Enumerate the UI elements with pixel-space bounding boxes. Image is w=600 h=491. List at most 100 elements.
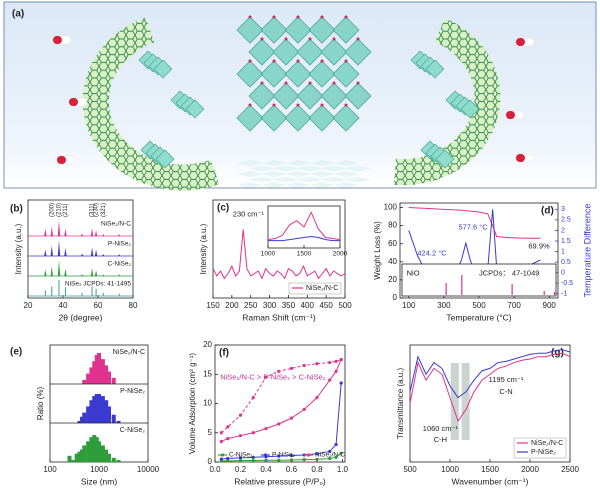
bar — [77, 451, 82, 462]
x-tick-label: 100 — [402, 301, 416, 310]
x-axis-label: Wavenumber (cm⁻¹) — [452, 476, 529, 486]
point — [334, 442, 338, 447]
bar — [104, 365, 109, 384]
point — [251, 458, 255, 463]
annotation: 1195 cm⁻¹ — [489, 375, 524, 384]
peak — [94, 249, 98, 256]
x-tick-label: 2500 — [561, 465, 579, 474]
crystal-cell — [332, 60, 360, 88]
x-tick-label: 2000 — [521, 465, 539, 474]
point — [264, 427, 268, 431]
peak — [117, 254, 121, 256]
crystal-cell — [320, 38, 348, 66]
peak — [80, 253, 84, 256]
peak — [117, 234, 121, 236]
point — [302, 407, 306, 411]
point — [315, 396, 319, 400]
crystal-cell — [332, 16, 360, 44]
plot-frame — [214, 344, 346, 463]
cluster — [460, 99, 480, 119]
point — [226, 425, 230, 429]
y2-tick-label: 0 — [561, 270, 565, 277]
peak-label: (230) — [94, 203, 100, 217]
cluster — [155, 149, 175, 169]
atom — [344, 59, 348, 63]
bar — [86, 406, 91, 423]
atom — [272, 15, 276, 19]
annotation: JCPDs： 47-1049 — [479, 269, 539, 278]
crystal-cell — [284, 104, 312, 132]
series-line — [221, 359, 342, 442]
y-tick-label: 40 — [388, 257, 397, 266]
x-tick-label: 150 — [206, 301, 220, 310]
x-tick-label: 60 — [94, 301, 103, 310]
atom — [248, 15, 252, 19]
bar — [111, 377, 116, 384]
peak — [102, 234, 105, 236]
y-tick-label: 15 — [203, 369, 212, 378]
y2-tick-label: 3 — [561, 206, 565, 213]
crystal-cell — [296, 82, 324, 110]
bar — [71, 459, 76, 462]
atom — [260, 81, 264, 85]
x-tick-label: 2000 — [333, 251, 348, 258]
ion-core — [69, 98, 78, 106]
panel-label: (f) — [219, 348, 229, 359]
point — [334, 369, 338, 373]
bar — [80, 449, 85, 462]
highlight-band — [450, 363, 459, 440]
series-label: NiSe₂ JCPDs: 41-1495 — [65, 280, 131, 287]
annotation: 1060 cm⁻¹ — [423, 424, 459, 433]
point — [277, 422, 281, 426]
atom — [332, 37, 336, 41]
x-tick-label: 20 — [24, 301, 33, 310]
y-tick-label: 20 — [203, 340, 212, 349]
legend-marker — [263, 453, 268, 457]
peak-label: (311) — [90, 203, 96, 217]
cluster — [425, 59, 445, 79]
legend-marker — [220, 453, 225, 457]
bar — [89, 367, 94, 384]
crystal-cell — [272, 82, 300, 110]
crystal-reflection — [321, 165, 347, 172]
series-label: C-NiSe₂ — [108, 260, 132, 267]
crystal-cell — [344, 82, 372, 110]
crystal-reflection — [273, 165, 299, 172]
bar — [92, 361, 97, 384]
peak — [64, 228, 67, 236]
crystal-reflection — [285, 171, 311, 177]
panel-label: (d) — [541, 206, 554, 217]
x-axis-label: Temperature (°C) — [446, 312, 511, 322]
annotation: 424.2 °C — [417, 248, 447, 257]
carbon-shell-right — [394, 18, 501, 186]
x-axis-label: Relative pressure (P/P₀) — [234, 476, 326, 486]
peak — [94, 270, 98, 276]
x-tick-label: 200 — [225, 301, 239, 310]
series-label: NiSe₂/N-C — [101, 220, 131, 227]
annotation: 69.9% — [528, 242, 550, 251]
peak-label: (211) — [63, 203, 69, 217]
bar — [104, 400, 109, 423]
crystal-reflection — [345, 165, 371, 172]
point — [334, 359, 338, 363]
bar — [104, 449, 109, 462]
x-tick-label: 450 — [319, 301, 333, 310]
crystal-cell — [260, 60, 288, 88]
bar — [100, 359, 105, 384]
annotation: NiSe₂/N-C > P-NiSe₂ > C-NiSe₂ — [220, 373, 326, 382]
y-axis-label: Intensity (a.u.) — [14, 223, 23, 274]
ion-core — [57, 156, 66, 164]
annotation: 577.6 °C — [458, 223, 488, 232]
peak — [90, 247, 94, 256]
y2-tick-label: 2 — [561, 227, 565, 234]
x-tick-label: 10000 — [137, 465, 160, 474]
x-tick-label: 500 — [472, 301, 486, 310]
bar — [107, 453, 112, 462]
point — [238, 456, 243, 460]
x-tick-label: 1500 — [297, 251, 312, 258]
x-tick-label: 40 — [59, 301, 68, 310]
crystal-reflection — [297, 165, 323, 172]
y-tick-label: 20 — [388, 275, 397, 284]
point — [219, 431, 223, 435]
point — [289, 366, 294, 370]
